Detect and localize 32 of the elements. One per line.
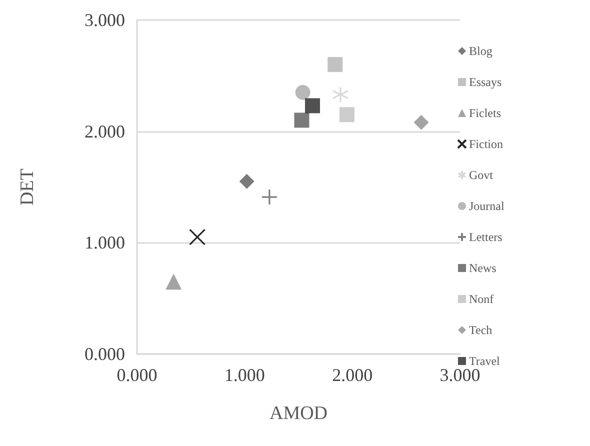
- point: [295, 84, 310, 100]
- legend-label: Journal: [469, 199, 505, 213]
- point: [332, 86, 349, 103]
- point: [304, 98, 320, 114]
- legend-label: Essays: [469, 75, 502, 89]
- point: [239, 174, 254, 189]
- point: [294, 112, 310, 128]
- y-tick-label: 2.000: [84, 121, 125, 142]
- y-tick-label: 3.000: [84, 10, 125, 30]
- x-tick-label: 2.000: [332, 365, 373, 385]
- legend-label: Govt: [469, 168, 494, 182]
- y-tick-label: 1.000: [84, 232, 125, 253]
- point: [261, 188, 278, 206]
- legend-label: Ficlets: [469, 106, 502, 120]
- x-tick-label: 0.000: [116, 365, 158, 385]
- x-tick-label: 3.000: [440, 365, 480, 385]
- point: [166, 274, 182, 290]
- point: [414, 114, 429, 130]
- legend-label: Travel: [469, 354, 501, 368]
- legend-label: Blog: [469, 44, 492, 58]
- legend-label: Fiction: [469, 137, 504, 151]
- point: [188, 228, 206, 246]
- legend-label: Letters: [469, 230, 503, 244]
- point: [339, 107, 354, 122]
- point: [328, 57, 343, 72]
- legend-label: Nonf: [469, 292, 494, 306]
- legend-label: Tech: [469, 323, 492, 337]
- y-axis-title: DET: [17, 168, 38, 206]
- x-tick-label: 1.000: [224, 365, 265, 385]
- y-tick-label: 0.000: [84, 344, 125, 364]
- x-axis-title: AMOD: [269, 403, 328, 424]
- legend-label: News: [469, 261, 497, 275]
